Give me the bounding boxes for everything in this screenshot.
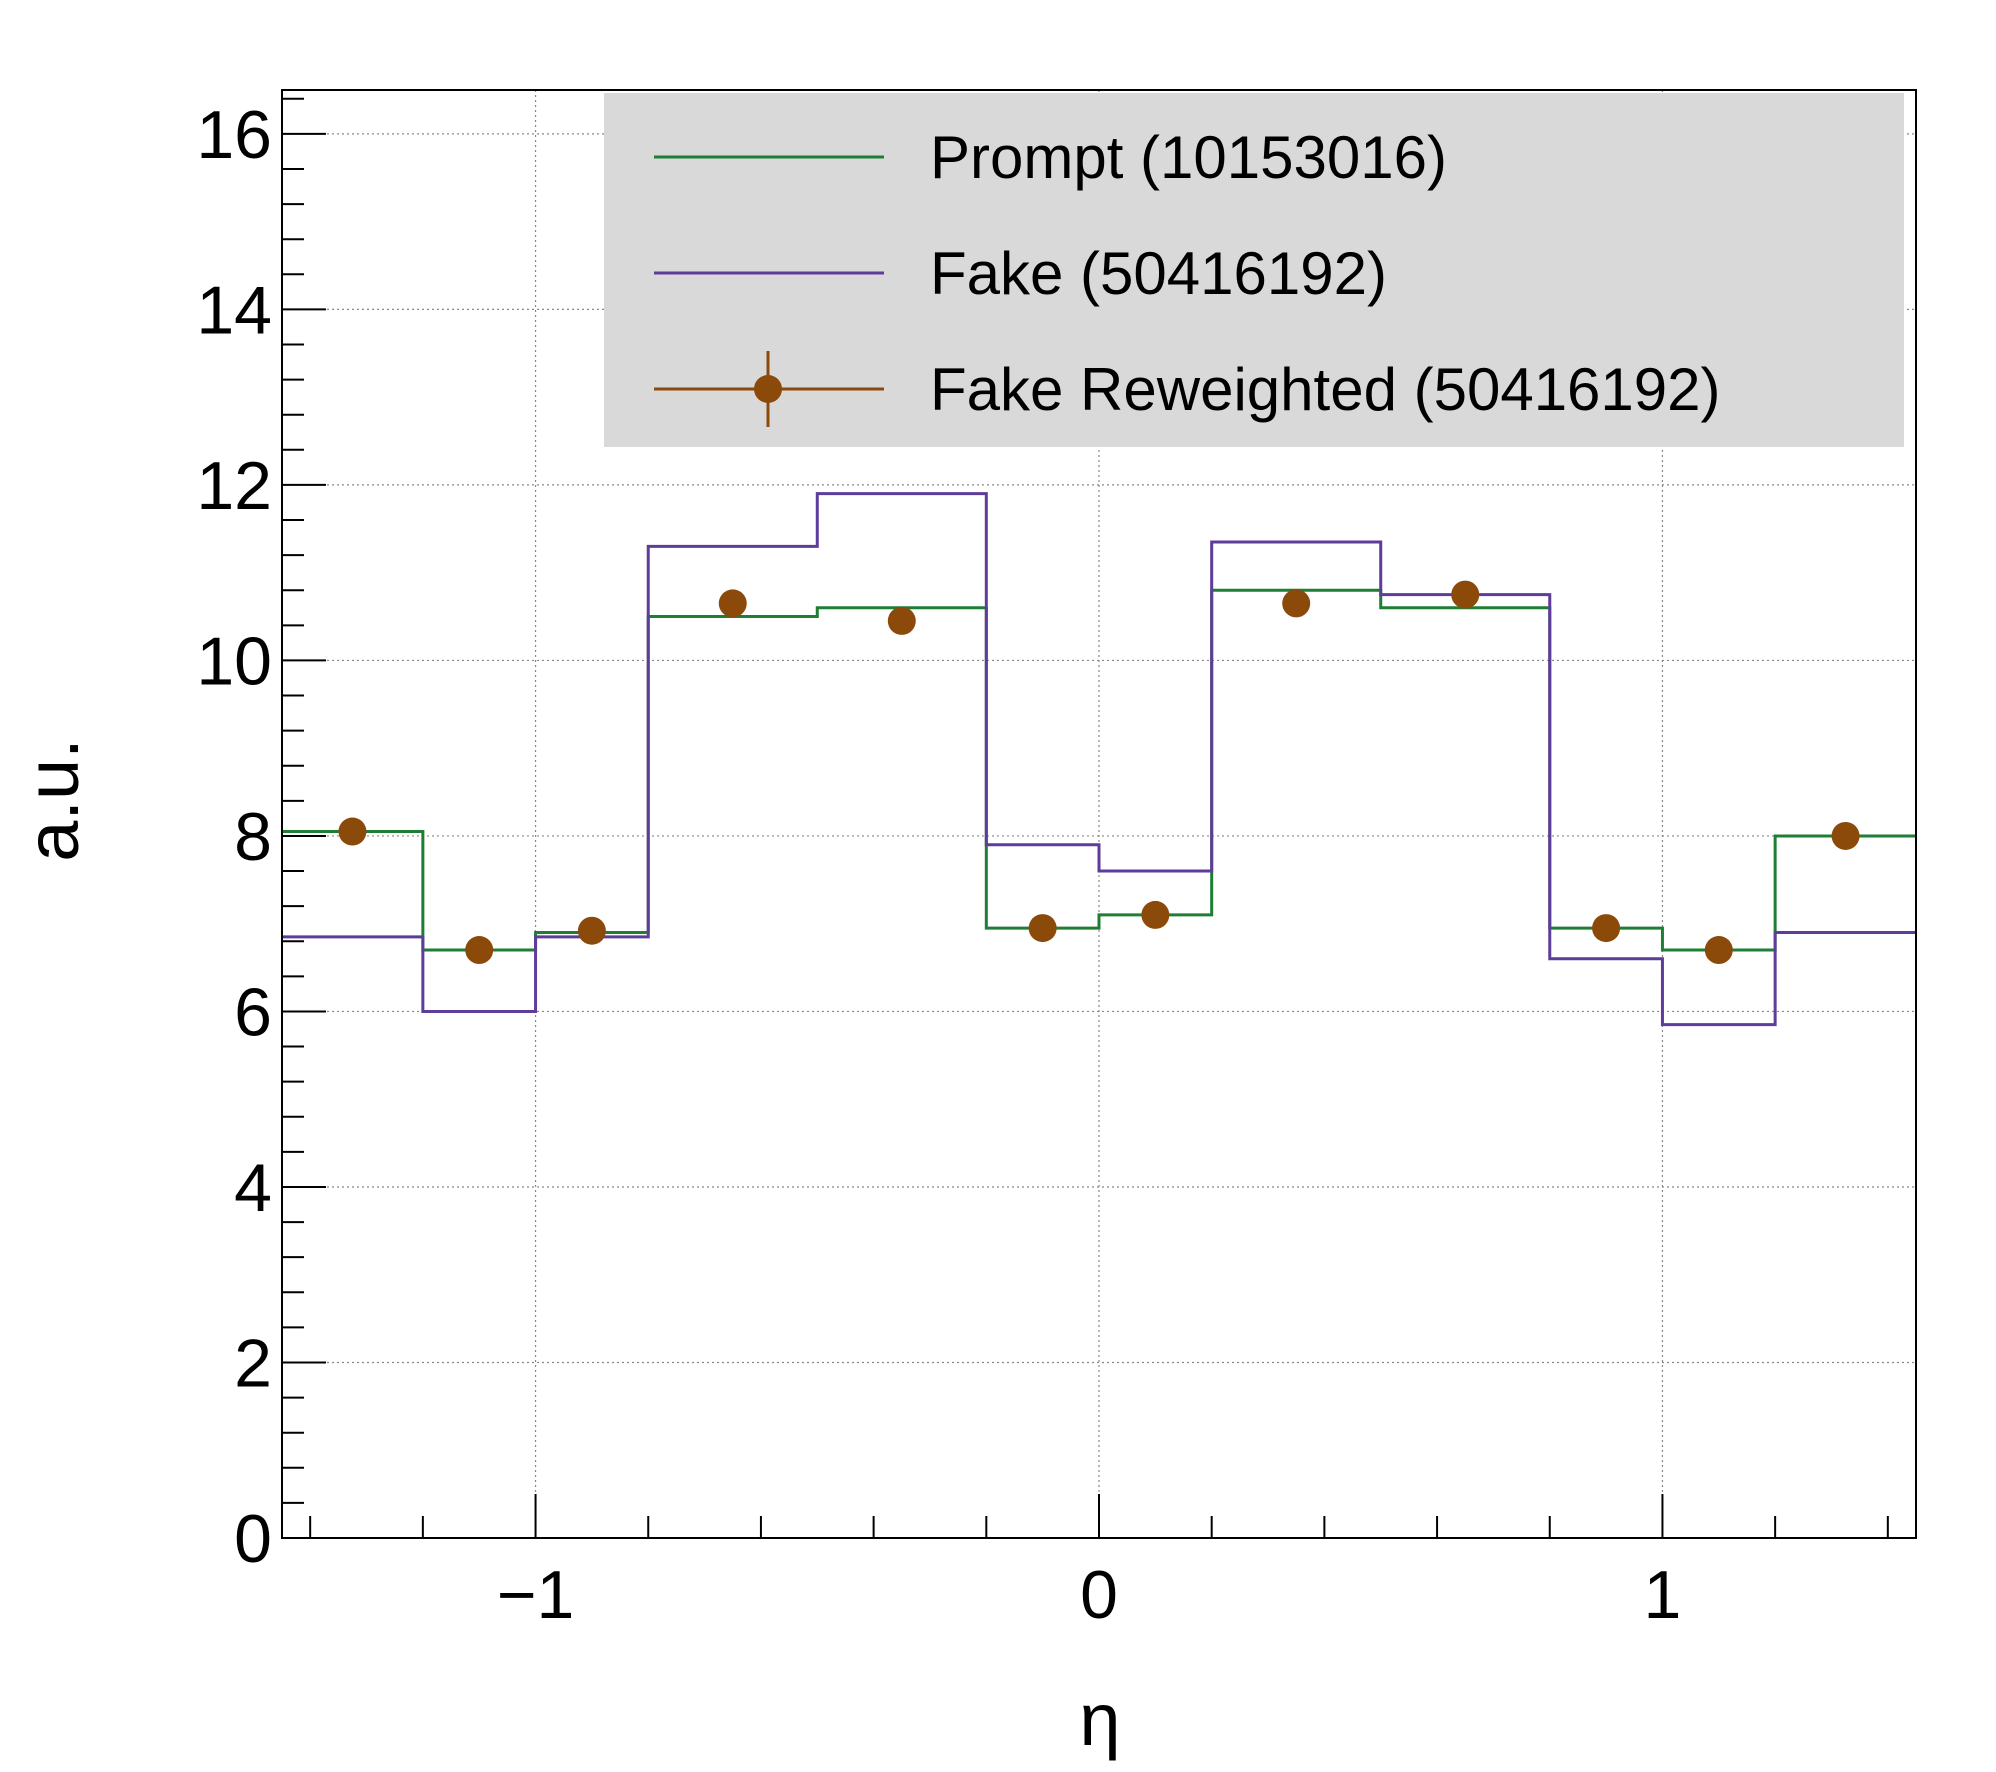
y-tick-label: 14 <box>196 272 272 348</box>
data-point <box>1451 580 1480 609</box>
y-tick-label: 10 <box>196 623 272 699</box>
y-tick-label: 6 <box>234 974 272 1050</box>
data-point <box>887 606 916 635</box>
legend-label-2: Fake (50416192) <box>930 240 1387 307</box>
data-point <box>1028 914 1057 943</box>
y-tick-label: 2 <box>234 1325 272 1401</box>
data-point <box>718 589 747 618</box>
ticks: 0 2 4 6 8 10 12 14 16 −1 0 1 <box>196 97 1889 1633</box>
data-point <box>465 936 494 965</box>
x-tick-label: −1 <box>497 1557 575 1633</box>
legend-marker <box>754 375 782 403</box>
data-point <box>1592 914 1621 943</box>
y-tick-label: 0 <box>234 1501 272 1577</box>
y-tick-label: 8 <box>234 799 272 875</box>
data-point <box>577 916 606 945</box>
y-tick-label: 16 <box>196 97 272 173</box>
data-point <box>1831 821 1860 850</box>
data-point <box>338 817 367 846</box>
x-axis-title: η <box>1079 1678 1120 1761</box>
legend: Prompt (10153016) Fake (50416192) Fake Rew… <box>604 93 1904 447</box>
data-point <box>1141 900 1170 929</box>
y-tick-label: 4 <box>234 1150 272 1226</box>
series-layer <box>282 492 1916 1027</box>
legend-label-3: Fake Reweighted (50416192) <box>930 356 1721 423</box>
y-tick-label: 12 <box>196 448 272 524</box>
y-axis-title: a.u. <box>11 738 94 861</box>
data-point <box>1282 589 1311 618</box>
x-tick-label: 1 <box>1644 1557 1682 1633</box>
series-line-2 <box>282 492 1916 1027</box>
data-point <box>1704 936 1733 965</box>
legend-label-1: Prompt (10153016) <box>930 124 1447 191</box>
x-tick-label: 0 <box>1080 1557 1118 1633</box>
